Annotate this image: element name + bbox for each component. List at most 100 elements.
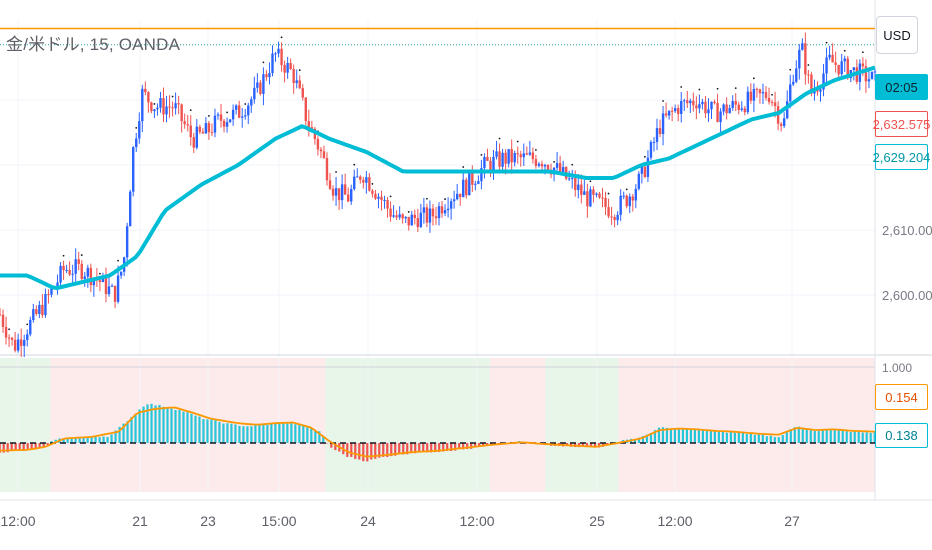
candle-body bbox=[574, 178, 577, 190]
candle-body bbox=[180, 104, 183, 122]
pivot-marker bbox=[680, 86, 683, 88]
candle-body bbox=[773, 102, 777, 107]
candle-body bbox=[501, 152, 504, 167]
oscillator-bar bbox=[262, 424, 265, 443]
oscillator-bar bbox=[689, 429, 693, 443]
candle-body bbox=[346, 194, 350, 202]
candle-body bbox=[359, 176, 362, 180]
oscillator-bar bbox=[430, 443, 433, 453]
oscillator-bar bbox=[833, 428, 836, 443]
currency-button[interactable]: USD bbox=[876, 16, 918, 54]
oscillator-bar bbox=[737, 432, 740, 443]
candle-body bbox=[92, 278, 96, 286]
candle-body bbox=[586, 191, 589, 207]
candle-body bbox=[752, 88, 756, 101]
candle-body bbox=[237, 105, 241, 118]
candle-body bbox=[810, 74, 813, 94]
candle-body bbox=[271, 53, 274, 74]
candle-body bbox=[825, 57, 828, 74]
symbol-title[interactable]: 金/米ドル, 15, OANDA bbox=[6, 35, 181, 54]
candle-body bbox=[673, 108, 677, 112]
oscillator-bar bbox=[661, 427, 665, 443]
candle-body bbox=[452, 199, 456, 202]
pivot-marker bbox=[462, 166, 465, 168]
candle-body bbox=[110, 285, 114, 287]
pivot-marker bbox=[825, 41, 828, 44]
oscillator-bar bbox=[314, 430, 317, 443]
oscillator-bar bbox=[258, 424, 261, 443]
candle-body bbox=[62, 265, 65, 271]
oscillator-bar bbox=[166, 407, 169, 443]
oscillator-bar bbox=[362, 443, 365, 462]
candle-body bbox=[147, 92, 150, 103]
candle-body bbox=[558, 163, 562, 173]
candle-body bbox=[29, 319, 32, 335]
candle-body bbox=[119, 271, 123, 276]
candle-body bbox=[35, 309, 38, 314]
candle-body bbox=[304, 97, 307, 122]
oscillator-bar bbox=[861, 432, 864, 443]
oscillator-bar bbox=[370, 443, 373, 460]
candle-body bbox=[625, 195, 628, 207]
oscillator-bar bbox=[62, 438, 65, 443]
candle-body bbox=[531, 152, 535, 160]
oscillator-bar bbox=[725, 432, 728, 443]
pivot-marker bbox=[553, 161, 555, 163]
candle-body bbox=[156, 107, 159, 110]
candle-body bbox=[658, 128, 662, 134]
regime-band bbox=[545, 358, 619, 492]
candle-body bbox=[231, 109, 235, 120]
candle-body bbox=[449, 201, 453, 209]
candle-body bbox=[568, 178, 571, 180]
candle-body bbox=[416, 218, 420, 228]
candle-body bbox=[16, 339, 20, 351]
candle-body bbox=[816, 89, 819, 92]
candle-body bbox=[789, 84, 792, 102]
time-axis-label: 12:00 bbox=[459, 513, 495, 529]
candle-body bbox=[219, 114, 223, 121]
candle-body bbox=[807, 74, 810, 76]
candle-body bbox=[47, 294, 50, 296]
oscillator-bar bbox=[729, 431, 732, 443]
candle-body bbox=[649, 142, 653, 158]
candle-body bbox=[107, 286, 111, 295]
oscillator-bar bbox=[22, 443, 25, 452]
candle-body bbox=[555, 163, 559, 168]
oscillator-bar bbox=[721, 431, 724, 443]
candle-body bbox=[534, 159, 538, 166]
candle-body bbox=[595, 193, 598, 195]
candle-body bbox=[389, 208, 392, 217]
pivot-marker bbox=[62, 254, 65, 257]
oscillator-bar bbox=[46, 443, 49, 445]
oscillator-bar bbox=[709, 431, 712, 443]
time-axis-label: 24 bbox=[360, 513, 376, 529]
candle-body bbox=[731, 101, 734, 108]
candle-body bbox=[213, 115, 217, 133]
candle-body bbox=[413, 214, 416, 219]
candle-body bbox=[350, 189, 353, 202]
oscillator-bar bbox=[478, 443, 481, 447]
oscillator-bar bbox=[246, 426, 249, 443]
oscillator-bar bbox=[869, 432, 872, 443]
candle-body bbox=[89, 267, 93, 286]
oscillator-bar bbox=[222, 423, 225, 443]
candle-body bbox=[504, 152, 507, 164]
candle-body bbox=[840, 61, 843, 75]
pivot-marker bbox=[335, 171, 337, 173]
candle-body bbox=[689, 100, 692, 104]
oscillator-bar bbox=[18, 443, 21, 451]
oscillator-bar bbox=[653, 430, 657, 443]
oscillator-bar bbox=[6, 443, 9, 453]
pivot-marker bbox=[534, 149, 537, 151]
pivot-marker bbox=[589, 180, 592, 183]
time-axis-label: 12:00 bbox=[657, 513, 693, 529]
candle-body bbox=[592, 189, 595, 195]
pivot-marker bbox=[607, 192, 610, 195]
candle-body bbox=[571, 178, 574, 180]
oscillator-bar bbox=[266, 424, 269, 443]
candle-body bbox=[764, 92, 768, 98]
oscillator-bar bbox=[134, 413, 137, 443]
candle-body bbox=[216, 114, 220, 116]
candle-body bbox=[41, 304, 44, 316]
